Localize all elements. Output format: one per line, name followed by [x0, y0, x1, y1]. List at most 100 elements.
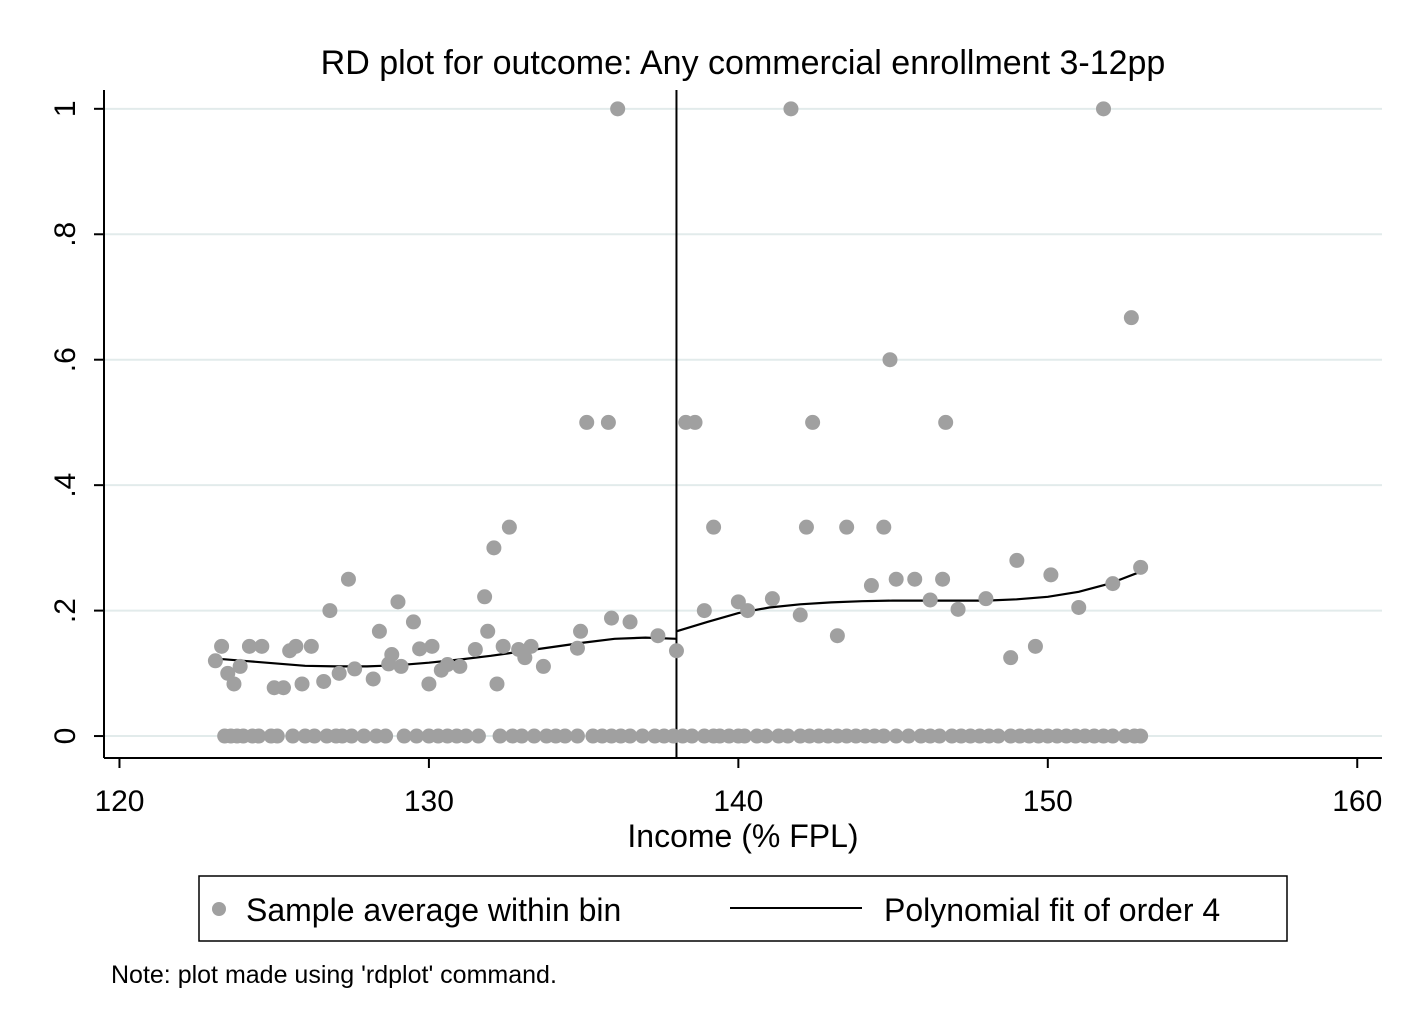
bin-average-point [477, 589, 493, 605]
bin-average-point [241, 638, 257, 654]
bin-average-point [412, 641, 428, 657]
bin-average-point [938, 414, 954, 430]
bin-average-point [480, 623, 496, 639]
bin-average-point [888, 728, 904, 744]
y-tick-label: .2 [49, 598, 82, 623]
bin-average-point [390, 594, 406, 610]
bin-average-point [452, 658, 468, 674]
bin-average-point [347, 661, 363, 677]
bin-average-point [458, 728, 474, 744]
bin-average-point [523, 638, 539, 654]
bin-average-point [569, 728, 585, 744]
bin-average-point [950, 601, 966, 617]
bin-average-point [798, 519, 814, 535]
bin-average-point [569, 640, 585, 656]
bin-average-point [405, 614, 421, 630]
bin-average-point [467, 641, 483, 657]
bin-average-point [526, 728, 542, 744]
y-tick-label: 1 [49, 100, 82, 117]
bin-average-point [805, 414, 821, 430]
bin-average-point [610, 101, 626, 117]
bin-average-point [424, 638, 440, 654]
bin-average-point [1009, 552, 1025, 568]
y-tick-label: .4 [49, 473, 82, 498]
bin-average-point [486, 540, 502, 556]
chart-title: RD plot for outcome: Any commercial enro… [321, 44, 1166, 82]
x-axis-label: Income (% FPL) [627, 818, 858, 854]
legend: Sample average within bin Polynomial fit… [198, 875, 1288, 942]
bin-average-point [492, 728, 508, 744]
bin-average-point [706, 519, 722, 535]
bin-average-point [780, 728, 796, 744]
bin-average-point [1003, 650, 1019, 666]
x-tick-label: 120 [94, 785, 144, 818]
bin-average-point [384, 647, 400, 663]
bin-average-point [207, 653, 223, 669]
bin-average-point [1071, 599, 1087, 615]
bin-average-point [439, 657, 455, 673]
bin-average-point [421, 676, 437, 692]
bin-average-point [344, 728, 360, 744]
bin-average-point [514, 728, 530, 744]
bin-average-point [931, 728, 947, 744]
bin-average-point [901, 728, 917, 744]
bin-average-point [579, 414, 595, 430]
bin-average-point [907, 571, 923, 587]
bin-average-point [990, 728, 1006, 744]
bin-average-point [535, 658, 551, 674]
bin-average-point [331, 665, 347, 681]
bin-average-point [501, 519, 517, 535]
bin-average-point [275, 680, 291, 696]
y-axis-ticks: 0 .2 .4 .6 .8 1 [49, 100, 104, 744]
bin-average-point [863, 578, 879, 594]
bin-average-point [517, 650, 533, 666]
bin-average-point [365, 671, 381, 687]
bin-average-point [922, 592, 938, 608]
bin-average-point [232, 658, 248, 674]
bin-average-point [1096, 101, 1112, 117]
bin-average-point [1133, 728, 1149, 744]
bin-average-point [1133, 559, 1149, 575]
bin-average-point [322, 603, 338, 619]
y-tick-label: 0 [49, 728, 82, 745]
x-tick-label: 130 [404, 785, 454, 818]
bin-average-point [226, 676, 242, 692]
bin-average-point [393, 658, 409, 674]
bin-average-point [294, 676, 310, 692]
legend-point-swatch [212, 902, 226, 916]
bin-average-point [288, 638, 304, 654]
bin-average-point [371, 623, 387, 639]
bin-average-point [882, 352, 898, 368]
bin-average-point [251, 728, 267, 744]
x-axis-ticks: 120 130 140 150 160 [94, 758, 1382, 818]
bin-average-point [306, 728, 322, 744]
bin-average-point [254, 638, 270, 654]
x-tick-label: 160 [1332, 785, 1382, 818]
bin-average-point [696, 603, 712, 619]
bin-average-point [876, 519, 892, 535]
bin-average-point [829, 628, 845, 644]
y-tick-label: .6 [49, 347, 82, 372]
bin-average-point [935, 571, 951, 587]
bin-average-point [876, 728, 892, 744]
bin-average-point [214, 638, 230, 654]
bin-average-point [316, 673, 332, 689]
bin-average-point [303, 638, 319, 654]
bin-average-point [792, 607, 808, 623]
bin-average-point [687, 414, 703, 430]
chart-note: Note: plot made using 'rdplot' command. [111, 961, 557, 989]
bin-average-point [340, 571, 356, 587]
bin-average-point [378, 728, 394, 744]
bin-average-point [396, 728, 412, 744]
bin-average-point [1105, 576, 1121, 592]
x-tick-label: 140 [713, 785, 763, 818]
bin-average-point [740, 603, 756, 619]
bin-average-point [489, 676, 505, 692]
data-points [207, 101, 1149, 744]
bin-average-point [737, 728, 753, 744]
bin-average-point [978, 591, 994, 607]
bin-average-point [622, 614, 638, 630]
legend-label-fit: Polynomial fit of order 4 [884, 892, 1220, 928]
bin-average-point [573, 623, 589, 639]
